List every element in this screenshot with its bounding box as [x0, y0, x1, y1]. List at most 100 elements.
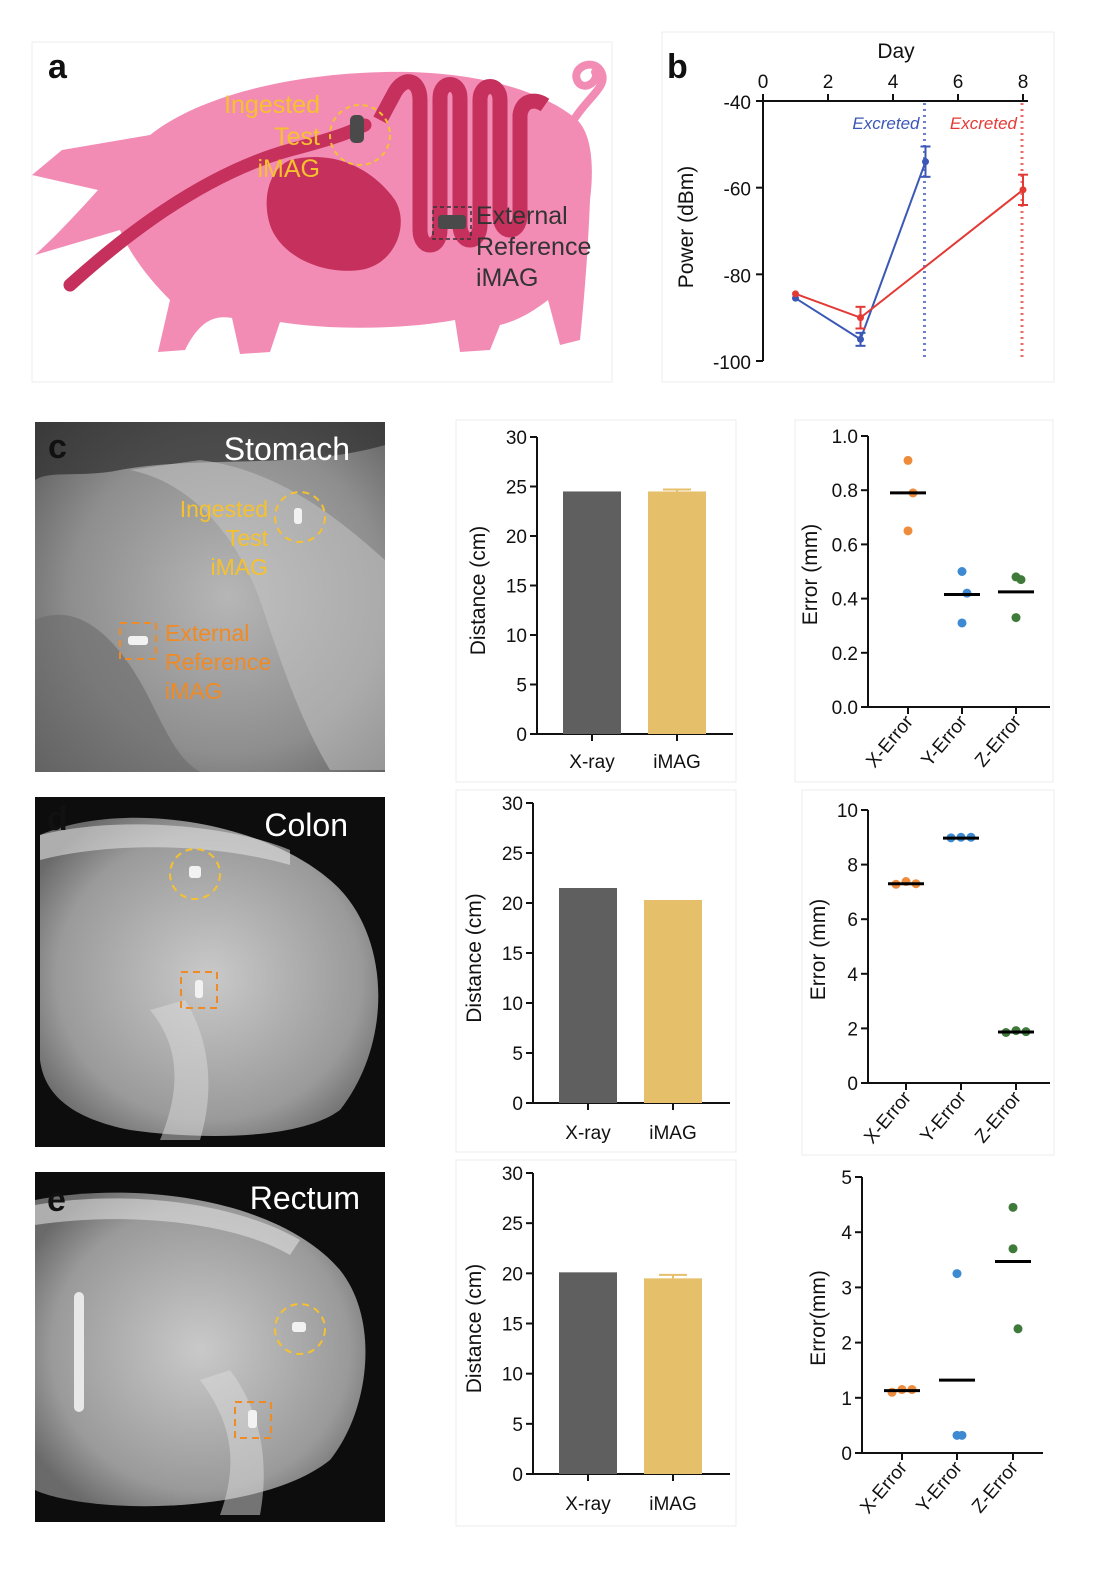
- xray-rod: [74, 1292, 84, 1412]
- y-tick-label: 15: [502, 1315, 523, 1336]
- y-tick-label: 30: [506, 428, 527, 449]
- power-chart: 0 2 4 6 8 -40 -60 -80 -100 Day Power (dBm) Excreted…: [675, 40, 1028, 374]
- error-chart-frame-2: [801, 789, 1055, 1156]
- panel-a: a Ingested Test iMAG External Reference …: [31, 41, 613, 383]
- x-tick-label: X-Error: [860, 1087, 916, 1148]
- region-label-colon: Colon: [264, 807, 348, 843]
- xray-bone: [200, 1370, 264, 1515]
- y-tick-label: 0.8: [832, 481, 858, 502]
- y-tick-label: 0: [512, 1465, 523, 1486]
- reference-imag-device: [195, 980, 203, 998]
- x-tick-label: X-ray: [565, 1123, 611, 1144]
- xray-colon: d Colon: [35, 797, 385, 1147]
- data-point: [922, 158, 929, 166]
- y-tick-label: 5: [516, 676, 527, 697]
- y-tick-label: 4: [847, 965, 858, 986]
- x-tick-label: 6: [953, 72, 964, 93]
- y-axis-title: Error(mm): [807, 1270, 830, 1366]
- y-tick-label: 5: [512, 1415, 523, 1436]
- y-tick-label: 5: [841, 1168, 852, 1189]
- y-tick-label: 10: [502, 994, 523, 1015]
- stomach-test-label-2: Test: [226, 525, 269, 551]
- xray-spine: [40, 824, 290, 865]
- y-tick-label: 15: [502, 944, 523, 965]
- xray-body-shape: [35, 1192, 366, 1507]
- xray-rectum: e Rectum: [35, 1172, 385, 1522]
- data-point: [952, 1269, 962, 1279]
- x-tick-label: 2: [823, 72, 834, 93]
- error-chart-colon: 0 2 4 6 8 10 Error (mm) X-Error Y-Error Z-Error: [807, 801, 1050, 1148]
- x-tick-label: Y-Error: [913, 1457, 968, 1517]
- y-tick-label: -60: [724, 180, 751, 201]
- pig-stomach: [266, 156, 401, 271]
- data-point: [957, 618, 967, 628]
- y-tick-label: 0.4: [832, 590, 859, 611]
- panel-letter-d: d: [47, 800, 68, 838]
- x-tick-label: Z-Error: [968, 1457, 1023, 1517]
- panel-b: b 0 2 4 6 8 -40 -60 -80 -100 Day Power (dBm) Excret…: [661, 31, 1055, 383]
- panel-letter-e: e: [47, 1181, 66, 1219]
- y-tick-label: 0: [516, 725, 527, 746]
- x-tick-label: X-ray: [569, 752, 615, 773]
- x-tick-label: iMAG: [649, 1123, 697, 1144]
- y-tick-label: -100: [713, 353, 751, 374]
- test-label-line-3: iMAG: [258, 155, 321, 183]
- x-tick-label: Y-Error: [918, 711, 973, 771]
- distance-chart-stomach: 0 5 10 15 20 25 30 Distance (cm) X-ray iMAG: [467, 428, 733, 773]
- x-tick-label: 4: [888, 72, 899, 93]
- y-tick-label: 0.6: [832, 535, 858, 556]
- reference-label-line-3: iMAG: [476, 264, 539, 292]
- x-tick-label: X-ray: [565, 1494, 611, 1515]
- y-axis-title: Error (mm): [799, 524, 822, 625]
- y-tick-label: 30: [502, 1164, 523, 1185]
- xray-organ-shade: [130, 460, 385, 770]
- y-tick-label: 15: [506, 577, 527, 598]
- error-chart-rectum: 0 1 2 3 4 5 Error(mm) X-Error Y-Error Z-Error: [807, 1168, 1043, 1518]
- panel-letter-b: b: [667, 48, 688, 86]
- test-imag-circle: [169, 848, 221, 900]
- data-point: [857, 314, 864, 322]
- y-tick-label: 5: [512, 1044, 523, 1065]
- pig-tail: [571, 60, 607, 122]
- y-tick-label: 0: [847, 1074, 858, 1095]
- y-tick-label: -80: [724, 266, 751, 287]
- y-tick-label: 0.0: [832, 698, 858, 719]
- y-tick-label: 1: [841, 1389, 852, 1410]
- y-tick-label: 6: [847, 910, 858, 931]
- test-imag-capsule: [189, 866, 201, 878]
- data-point: [1016, 575, 1026, 585]
- x-tick-label: 0: [758, 72, 769, 93]
- reference-label-line-2: Reference: [476, 233, 591, 261]
- x-tick-label: Z-Error: [971, 711, 1026, 771]
- y-tick-label: 25: [502, 844, 523, 865]
- xray-body-shape: [40, 817, 379, 1136]
- y-axis-title: Distance (cm): [467, 526, 490, 656]
- x-tick-label: iMAG: [653, 752, 701, 773]
- data-point: [903, 526, 913, 536]
- y-tick-label: 20: [502, 1264, 523, 1285]
- data-point: [792, 290, 799, 298]
- y-tick-label: 8: [847, 856, 858, 877]
- y-tick-label: 25: [506, 478, 527, 499]
- y-tick-label: 2: [847, 1019, 858, 1040]
- test-label-line-1: Ingested: [224, 91, 320, 119]
- xray-lower-shade: [35, 614, 200, 772]
- data-point: [957, 567, 967, 576]
- x-tick-label: Y-Error: [917, 1087, 972, 1147]
- test-imag-capsule: [292, 1322, 306, 1332]
- y-axis-title: Error (mm): [807, 899, 830, 1000]
- distance-chart-frame-3: [455, 1159, 737, 1527]
- y-tick-label: 25: [502, 1214, 523, 1235]
- x-tick-label: 8: [1018, 72, 1029, 93]
- distance-chart-colon: 0 5 10 15 20 25 30 Distance (cm) X-ray iMAG: [463, 794, 730, 1144]
- series-line: [795, 189, 1024, 319]
- test-imag-capsule: [294, 508, 302, 524]
- y-tick-label: 10: [502, 1365, 523, 1386]
- y-axis-title: Distance (cm): [463, 1264, 486, 1394]
- y-tick-label: 3: [841, 1278, 852, 1299]
- reference-imag-box: [234, 1401, 272, 1439]
- region-label-rectum: Rectum: [250, 1180, 360, 1216]
- y-tick-label: 20: [502, 894, 523, 915]
- y-tick-label: 30: [502, 794, 523, 815]
- error-chart-stomach: 0.0 0.2 0.4 0.6 0.8 1.0 Error (mm) X-Error Y-Err…: [799, 427, 1050, 772]
